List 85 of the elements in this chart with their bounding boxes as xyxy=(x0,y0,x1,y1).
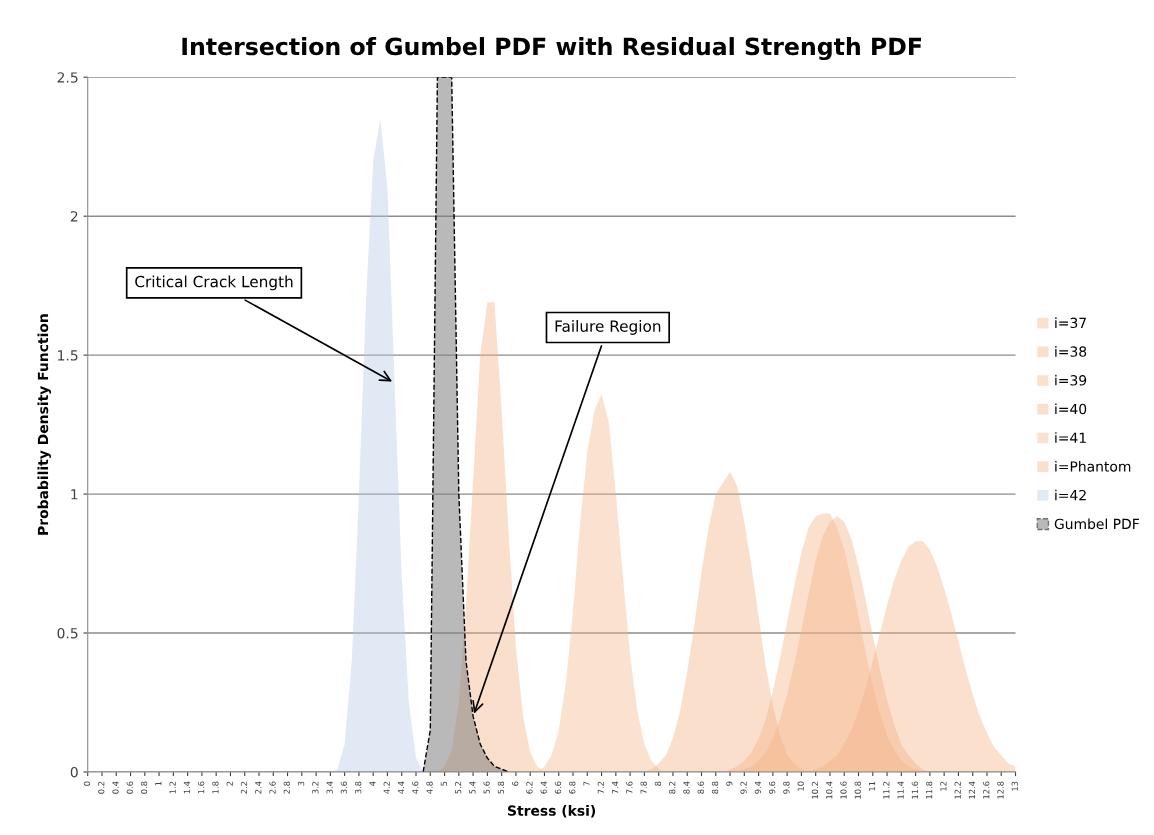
y-tick-label: 0.5 xyxy=(57,627,78,639)
x-tick-label: 8.8 xyxy=(711,781,719,794)
x-tick-label: 1.8 xyxy=(212,781,219,794)
x-tick-label: 6.6 xyxy=(554,781,562,794)
x-tick-label: 9.8 xyxy=(783,781,790,794)
x-tick-label: 7.2 xyxy=(597,781,604,794)
x-tick-label: 5.2 xyxy=(454,781,462,794)
legend-label: i=37 xyxy=(1055,317,1086,329)
x-tick-label: 2.2 xyxy=(240,781,248,794)
x-tick-label: 9.2 xyxy=(740,781,747,794)
x-tick-label: 3.8 xyxy=(355,781,362,794)
x-tick-label: 0.4 xyxy=(112,781,119,794)
x-tick-label: 8.4 xyxy=(683,781,690,794)
x-tick-label: 8.2 xyxy=(669,781,676,794)
x-tick-label: 5.8 xyxy=(497,781,505,794)
x-tick-label: 3.6 xyxy=(340,781,348,794)
x-tick-label: 6.8 xyxy=(569,781,576,794)
legend-label: i=Phantom xyxy=(1055,460,1131,472)
x-tick-label: 0.2 xyxy=(98,781,105,794)
x-tick-label: 2.6 xyxy=(269,781,276,794)
x-tick-label: 12.6 xyxy=(983,781,990,799)
chart-title: Intersection of Gumbel PDF with Residual Strength PDF xyxy=(182,37,921,61)
x-tick-label: 3.4 xyxy=(326,781,333,794)
legend-label: i=42 xyxy=(1055,489,1086,501)
x-tick-label: 4.4 xyxy=(397,781,405,794)
x-tick-label: 8 xyxy=(654,781,662,786)
x-tick-label: 7.6 xyxy=(626,781,633,794)
x-tick-label: 10.4 xyxy=(826,781,833,799)
x-tick-label: 1.6 xyxy=(198,781,205,794)
x-tick-label: 4.2 xyxy=(383,781,390,794)
x-axis-title: Stress (ksi) xyxy=(507,805,596,818)
legend-label: i=39 xyxy=(1055,374,1087,386)
x-tick-label: 8.6 xyxy=(697,781,704,794)
x-tick-label: 9 xyxy=(726,781,733,786)
x-tick-label: 1.4 xyxy=(183,781,190,794)
x-tick-label: 13 xyxy=(1011,781,1018,791)
y-tick-label: 1.5 xyxy=(58,350,78,361)
x-tick-label: 0.6 xyxy=(126,781,133,794)
x-tick-label: 10 xyxy=(797,781,804,791)
x-tick-label: 11.8 xyxy=(925,781,933,799)
x-tick-label: 5 xyxy=(440,781,447,786)
x-tick-label: 3.2 xyxy=(312,781,319,794)
x-tick-label: 10.6 xyxy=(840,781,847,799)
x-tick-label: 4 xyxy=(369,781,376,786)
legend-label: i=40 xyxy=(1055,403,1087,415)
x-tick-label: 5.4 xyxy=(469,781,476,794)
x-tick-label: 3 xyxy=(297,781,305,786)
x-tick-label: 4.6 xyxy=(412,781,419,794)
legend-label: i=41 xyxy=(1055,432,1086,443)
x-tick-label: 4.8 xyxy=(426,781,433,794)
x-tick-label: 0 xyxy=(83,781,91,786)
y-tick-label: 1 xyxy=(71,489,78,500)
x-tick-label: 11 xyxy=(869,781,876,791)
x-tick-label: 2.8 xyxy=(283,781,290,794)
x-tick-label: 2.4 xyxy=(255,781,262,794)
x-tick-label: 11.2 xyxy=(883,781,890,799)
annotation: Critical Crack Length xyxy=(135,275,293,291)
x-tick-label: 7.8 xyxy=(640,781,647,794)
x-tick-label: 6 xyxy=(512,781,519,786)
legend-label: i=38 xyxy=(1055,346,1087,357)
y-tick-label: 0 xyxy=(70,766,78,778)
x-tick-label: 11.6 xyxy=(911,781,919,799)
y-tick-label: 2.5 xyxy=(57,72,78,83)
x-tick-label: 6.4 xyxy=(540,781,547,794)
x-tick-label: 9.4 xyxy=(754,781,761,794)
x-tick-label: 12.4 xyxy=(968,781,975,799)
x-tick-label: 10.2 xyxy=(811,781,819,799)
x-tick-label: 1 xyxy=(155,781,162,786)
x-tick-label: 12.8 xyxy=(997,781,1004,799)
x-tick-label: 10.8 xyxy=(854,781,861,799)
y-tick-label: 2 xyxy=(70,211,78,222)
annotation: Failure Region xyxy=(555,320,661,335)
legend-label: Gumbel PDF xyxy=(1054,518,1139,530)
x-tick-label: 2 xyxy=(226,781,233,786)
x-tick-label: 11.4 xyxy=(897,781,904,799)
x-tick-label: 1.2 xyxy=(169,781,176,794)
x-tick-label: 7.4 xyxy=(612,781,619,794)
x-tick-label: 12 xyxy=(940,781,947,791)
x-tick-label: 12.2 xyxy=(954,781,961,799)
x-tick-label: 0.8 xyxy=(140,781,148,794)
x-tick-label: 7 xyxy=(583,781,590,786)
y-axis-title: Probability Density Function xyxy=(37,314,52,535)
x-tick-label: 9.6 xyxy=(768,781,776,794)
x-tick-label: 5.6 xyxy=(483,781,490,794)
x-tick-label: 6.2 xyxy=(526,781,533,794)
